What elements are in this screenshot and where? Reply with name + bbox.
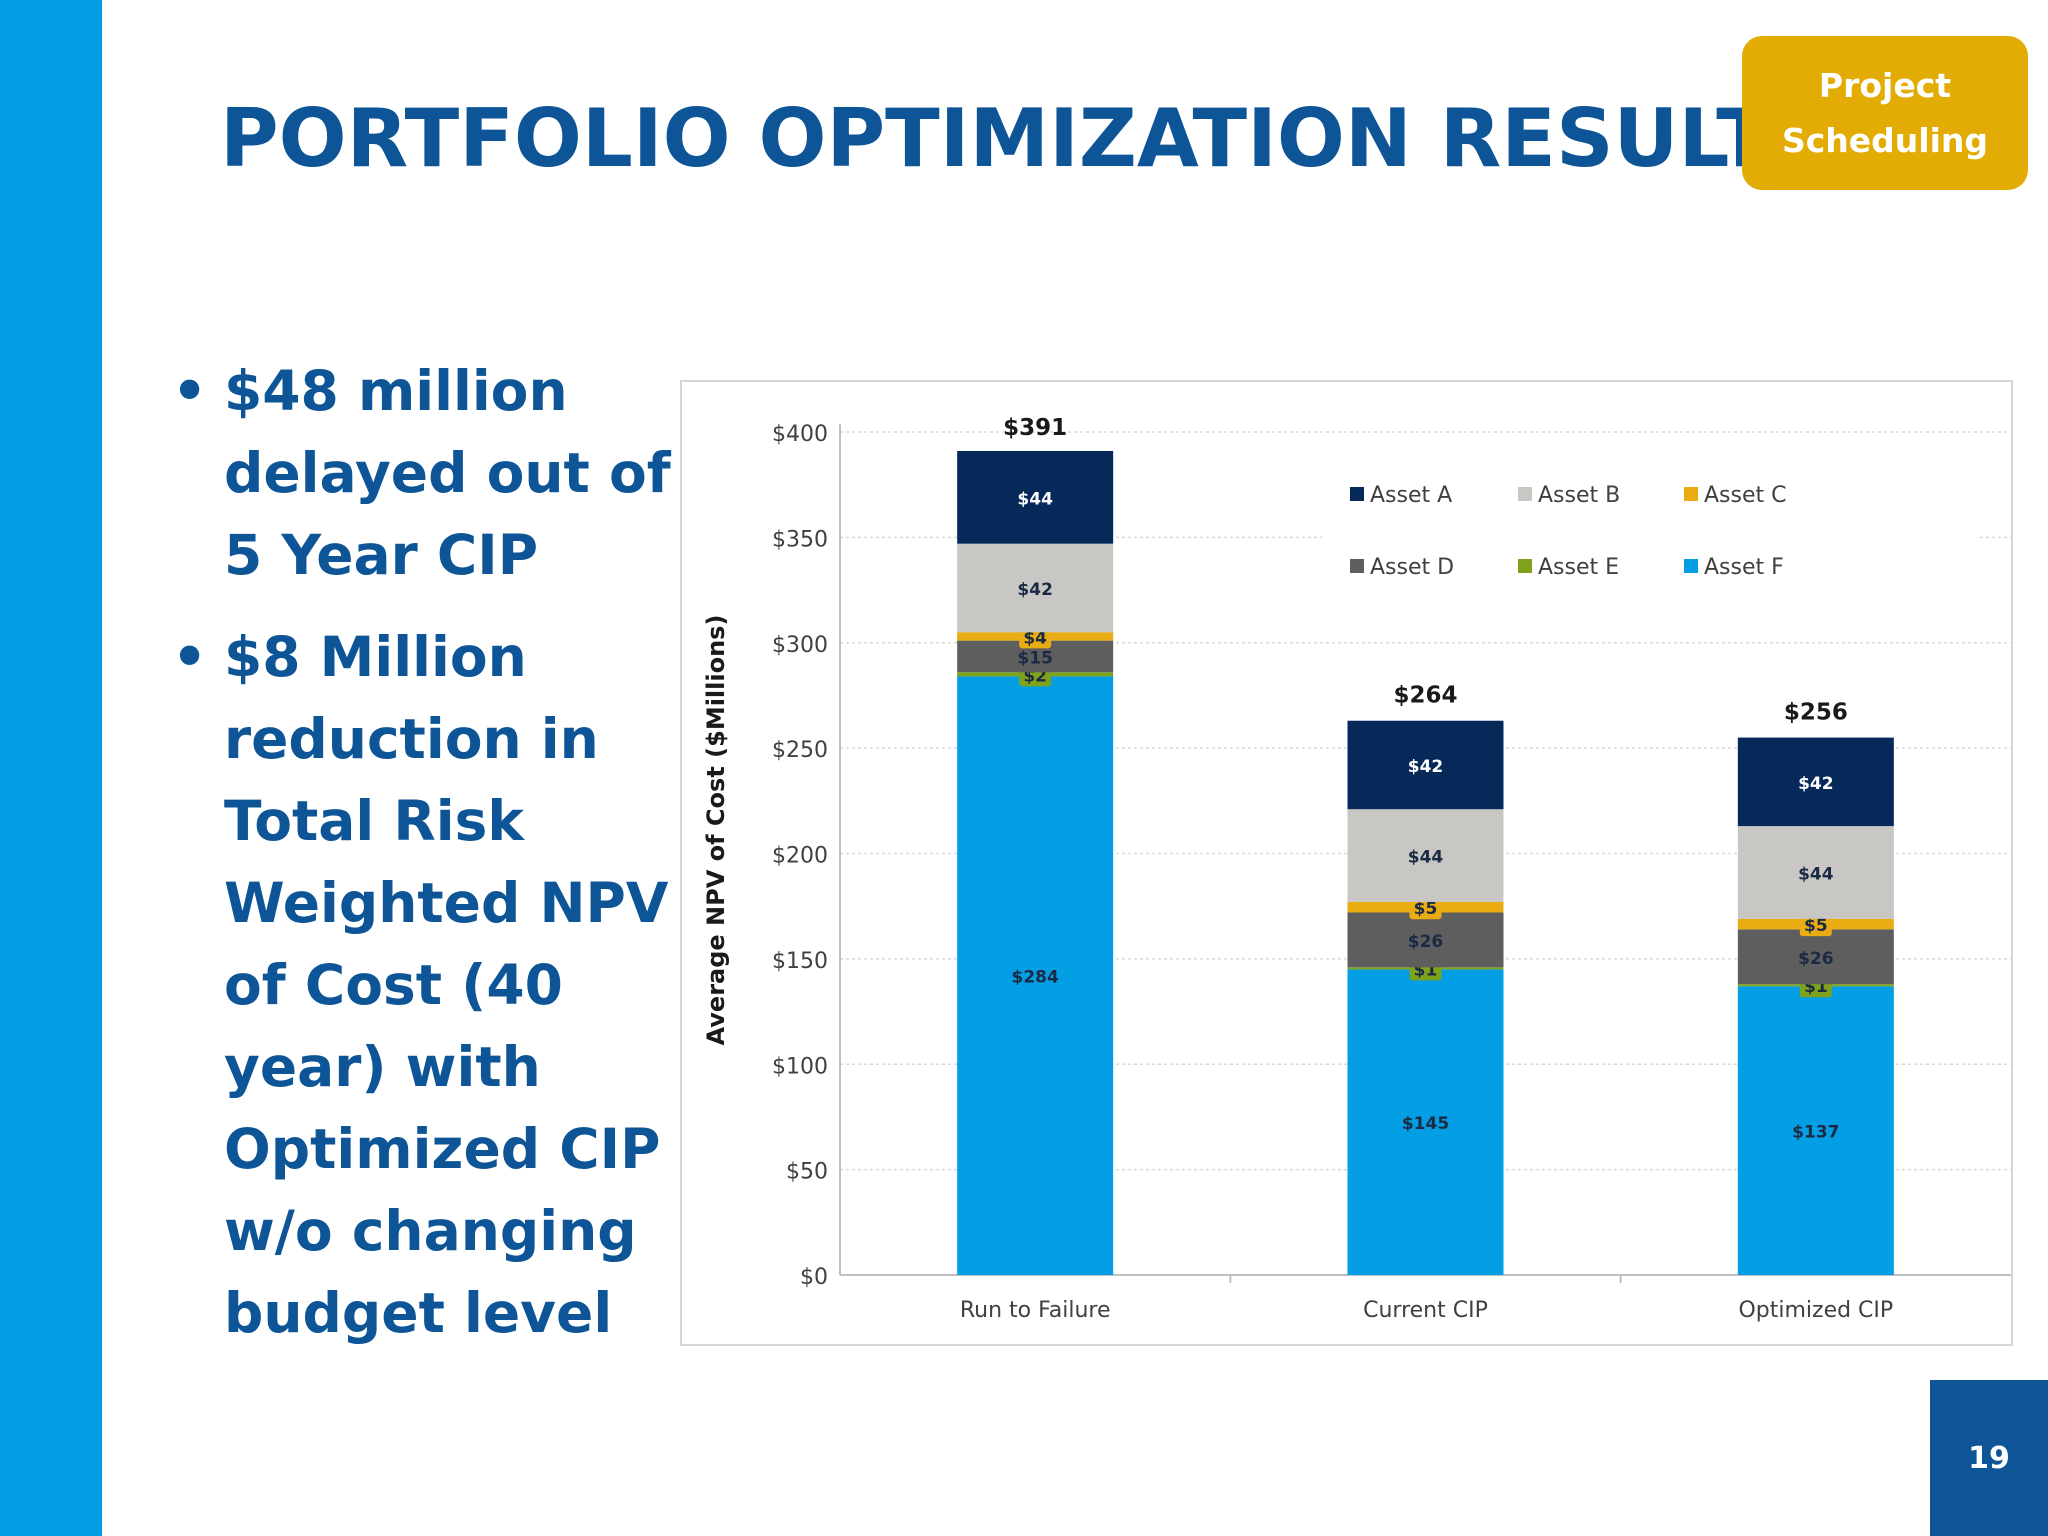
y-tick-label: $0 — [800, 1265, 828, 1290]
stacked-bar-chart: $0 $50 $100 $150 $200 $250 $300 $350 $400 Average… — [680, 380, 2013, 1346]
data-label: $44 — [1798, 864, 1834, 884]
legend-swatch — [1350, 487, 1364, 501]
x-tick-label: Current CIP — [1363, 1298, 1488, 1323]
y-tick-label: $150 — [772, 949, 828, 974]
data-label: $44 — [1017, 489, 1053, 509]
data-label: $42 — [1798, 774, 1834, 794]
y-tick-label: $350 — [772, 527, 828, 552]
y-tick-label: $200 — [772, 844, 828, 869]
legend-label: Asset F — [1704, 555, 1784, 580]
left-accent-stripe — [0, 0, 102, 1536]
data-label: $26 — [1408, 932, 1444, 952]
bar-segment — [1737, 929, 1894, 985]
legend-label: Asset E — [1538, 555, 1619, 580]
data-label: $5 — [1414, 899, 1438, 919]
data-label: $42 — [1017, 580, 1053, 600]
legend-label: Asset D — [1370, 555, 1454, 580]
legend-swatch — [1518, 487, 1532, 501]
bullet-text: $48 million delayed out of 5 Year CIP — [224, 359, 671, 587]
y-tick-label: $100 — [772, 1054, 828, 1079]
bar-segment — [957, 676, 1114, 1275]
legend-swatch — [1350, 559, 1364, 573]
total-label: $264 — [1393, 683, 1457, 709]
legend-label: Asset B — [1538, 483, 1620, 508]
bullet-dot-icon: • — [172, 625, 208, 689]
data-label: $284 — [1012, 968, 1059, 988]
total-label: $391 — [1003, 415, 1067, 441]
page-number: 19 — [1930, 1380, 2048, 1536]
bar-segment — [957, 543, 1114, 633]
bar-segment — [1347, 969, 1504, 1275]
y-tick-label: $250 — [772, 738, 828, 763]
bar-segment — [1737, 986, 1894, 1275]
bullet-list: • $48 million delayed out of 5 Year CIP •… — [172, 350, 692, 1374]
bar-segment — [957, 450, 1114, 544]
data-label: $137 — [1792, 1123, 1839, 1143]
x-tick-label: Optimized CIP — [1738, 1298, 1893, 1323]
legend-label: Asset A — [1370, 483, 1452, 508]
data-label: $145 — [1402, 1114, 1449, 1134]
bullet-item: • $48 million delayed out of 5 Year CIP — [172, 350, 692, 596]
data-label: $26 — [1798, 949, 1834, 969]
legend-swatch — [1684, 487, 1698, 501]
project-scheduling-badge[interactable]: Project Scheduling — [1742, 36, 2028, 190]
data-label: $5 — [1804, 916, 1828, 936]
bullet-item: • $8 Million reduction in Total Risk Weig… — [172, 616, 692, 1354]
data-label: $4 — [1023, 628, 1047, 648]
total-label: $256 — [1784, 699, 1848, 725]
bar-segment — [1347, 912, 1504, 968]
bullet-dot-icon: • — [172, 359, 208, 423]
data-label: $15 — [1017, 648, 1053, 668]
legend-swatch — [1518, 559, 1532, 573]
bullet-text: $8 Million reduction in Total Risk Weigh… — [224, 625, 669, 1345]
legend-background — [1322, 464, 1977, 604]
y-tick-label: $50 — [786, 1160, 828, 1185]
data-label: $44 — [1408, 848, 1444, 868]
bar-segment — [1347, 809, 1504, 902]
data-label: $42 — [1408, 757, 1444, 777]
bar-segment — [1737, 826, 1894, 919]
legend-swatch — [1684, 559, 1698, 573]
slide-title: PORTFOLIO OPTIMIZATION RESULTS — [220, 92, 1829, 185]
y-axis-label: Average NPV of Cost ($Millions) — [702, 615, 730, 1046]
legend-label: Asset C — [1704, 483, 1787, 508]
y-tick-label: $300 — [772, 633, 828, 658]
bar-segment — [1347, 720, 1504, 810]
chart-svg: $0 $50 $100 $150 $200 $250 $300 $350 $400 Average… — [702, 415, 2011, 1323]
x-tick-label: Run to Failure — [960, 1298, 1111, 1323]
bar-segment — [1737, 737, 1894, 827]
y-tick-label: $400 — [772, 422, 828, 447]
